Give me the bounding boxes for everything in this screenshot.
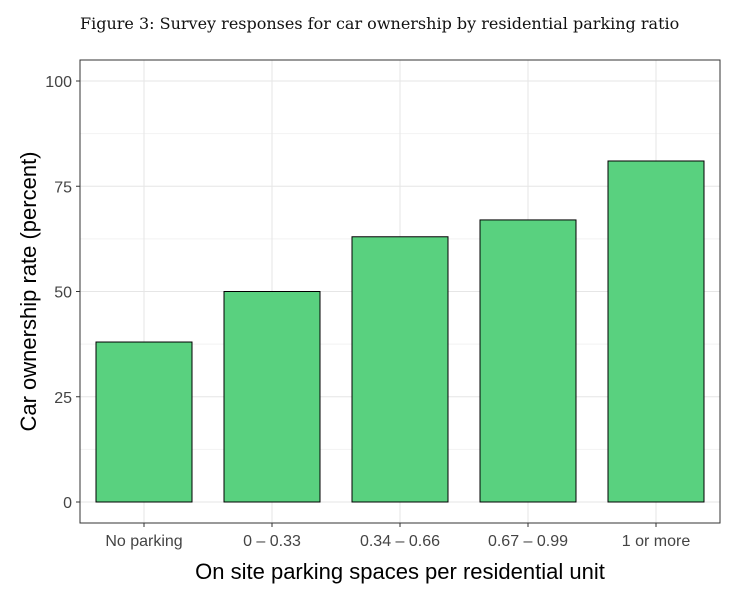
x-tick-label: 0.67 – 0.99: [488, 533, 568, 550]
x-axis-title: On site parking spaces per residential u…: [195, 559, 605, 584]
bar: [607, 160, 705, 503]
x-tick-label: 0.34 – 0.66: [360, 533, 440, 550]
y-axis-title: Car ownership rate (percent): [16, 151, 41, 431]
y-tick-label: 25: [54, 390, 72, 407]
x-tick-label: No parking: [105, 533, 182, 550]
y-tick-label: 100: [45, 74, 72, 91]
figure-caption: Figure 3: Survey responses for car owner…: [80, 14, 680, 33]
bar: [223, 291, 321, 503]
x-axis-ticks: No parking 0 – 0.33 0.34 – 0.66 0.67 – 0.99…: [105, 523, 690, 550]
x-tick-label: 0 – 0.33: [243, 533, 301, 550]
bars: [95, 160, 705, 503]
y-tick-label: 75: [54, 179, 72, 196]
y-tick-label: 0: [63, 495, 72, 512]
bar: [351, 236, 449, 503]
bar: [95, 341, 193, 503]
y-tick-label: 50: [54, 285, 72, 302]
bar: [479, 219, 577, 503]
y-axis-ticks: 0 25 50 75 100: [45, 74, 80, 512]
x-tick-label: 1 or more: [622, 533, 691, 550]
